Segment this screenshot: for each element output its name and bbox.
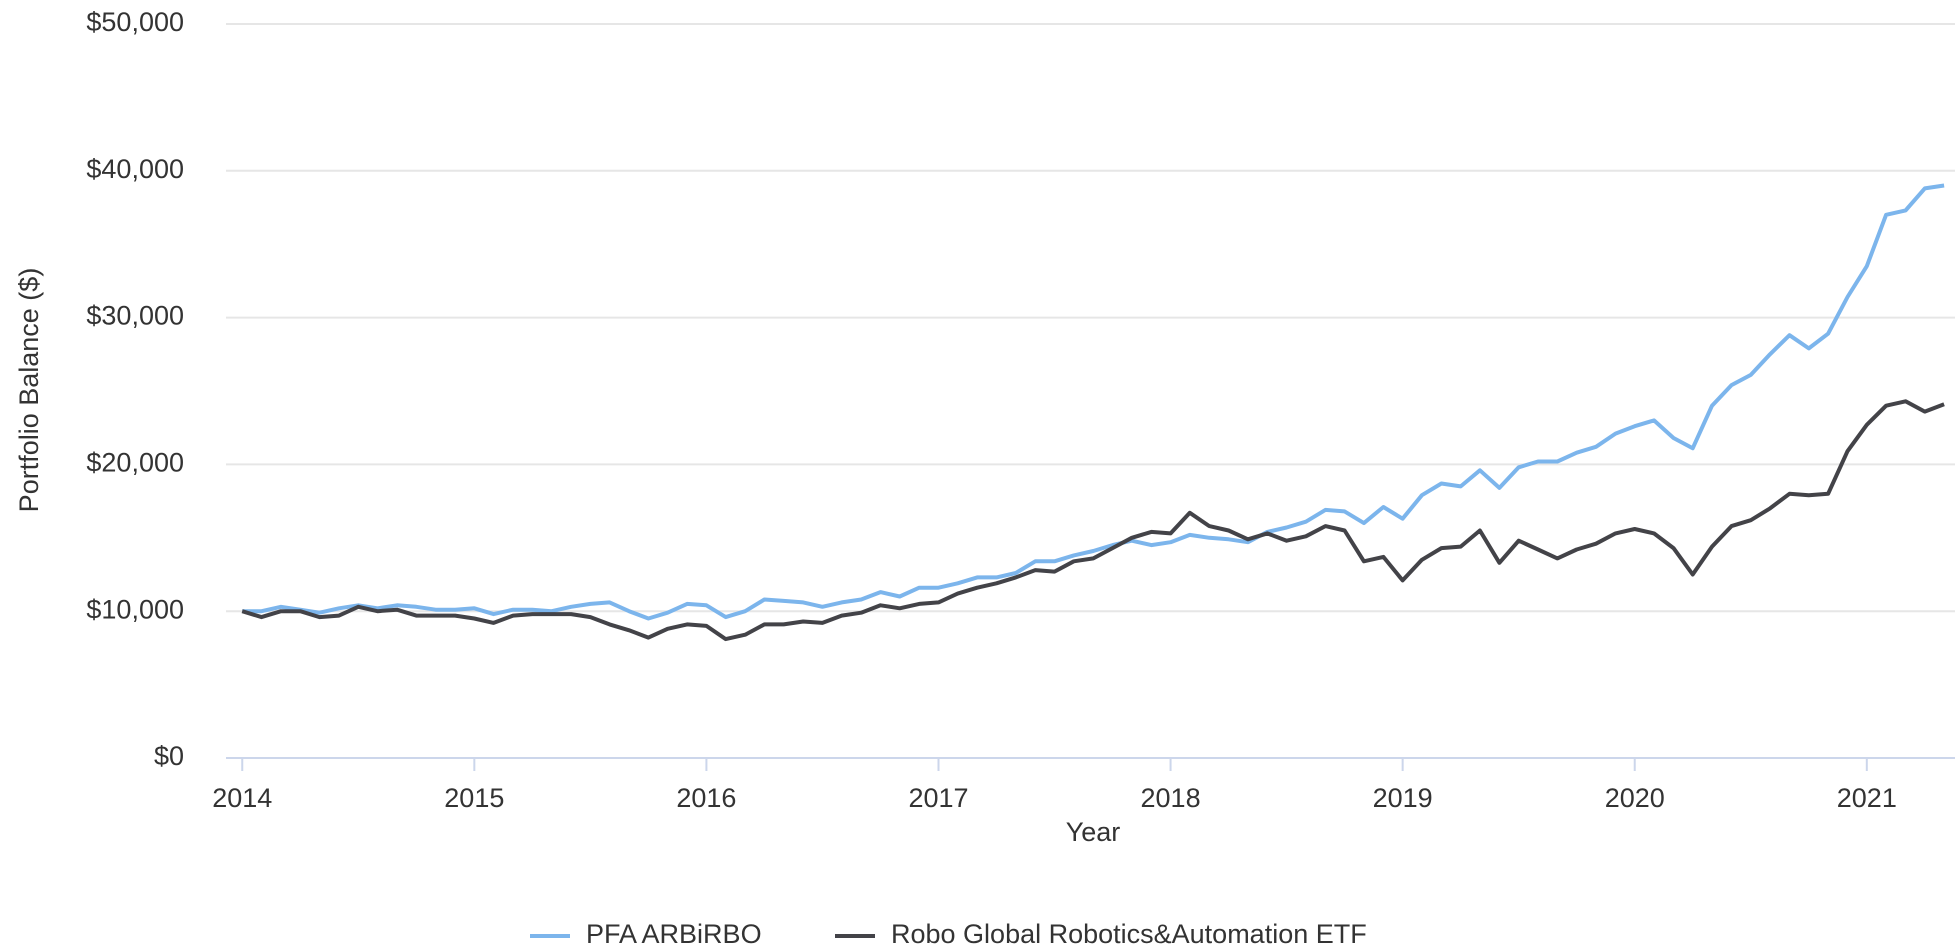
- x-tick-label: 2018: [1141, 783, 1201, 813]
- x-tick-label: 2020: [1605, 783, 1665, 813]
- y-tick-label: $30,000: [86, 301, 184, 331]
- legend-label: Robo Global Robotics&Automation ETF: [891, 919, 1367, 949]
- x-tick-label: 2014: [212, 783, 272, 813]
- x-tick-label: 2015: [444, 783, 504, 813]
- y-tick-label: $40,000: [86, 154, 184, 184]
- y-tick-label: $20,000: [86, 448, 184, 478]
- y-tick-label: $0: [154, 741, 184, 771]
- x-tick-label: 2017: [908, 783, 968, 813]
- x-axis-label: Year: [1066, 817, 1121, 847]
- y-tick-label: $50,000: [86, 7, 184, 37]
- y-axis-label: Portfolio Balance ($): [14, 268, 44, 513]
- x-tick-label: 2021: [1837, 783, 1897, 813]
- y-tick-label: $10,000: [86, 594, 184, 624]
- x-tick-label: 2016: [676, 783, 736, 813]
- series-line: [242, 183, 1945, 621]
- series-line: [241, 399, 1945, 642]
- x-tick-label: 2019: [1373, 783, 1433, 813]
- legend-label: PFA ARBiRBO: [586, 919, 762, 949]
